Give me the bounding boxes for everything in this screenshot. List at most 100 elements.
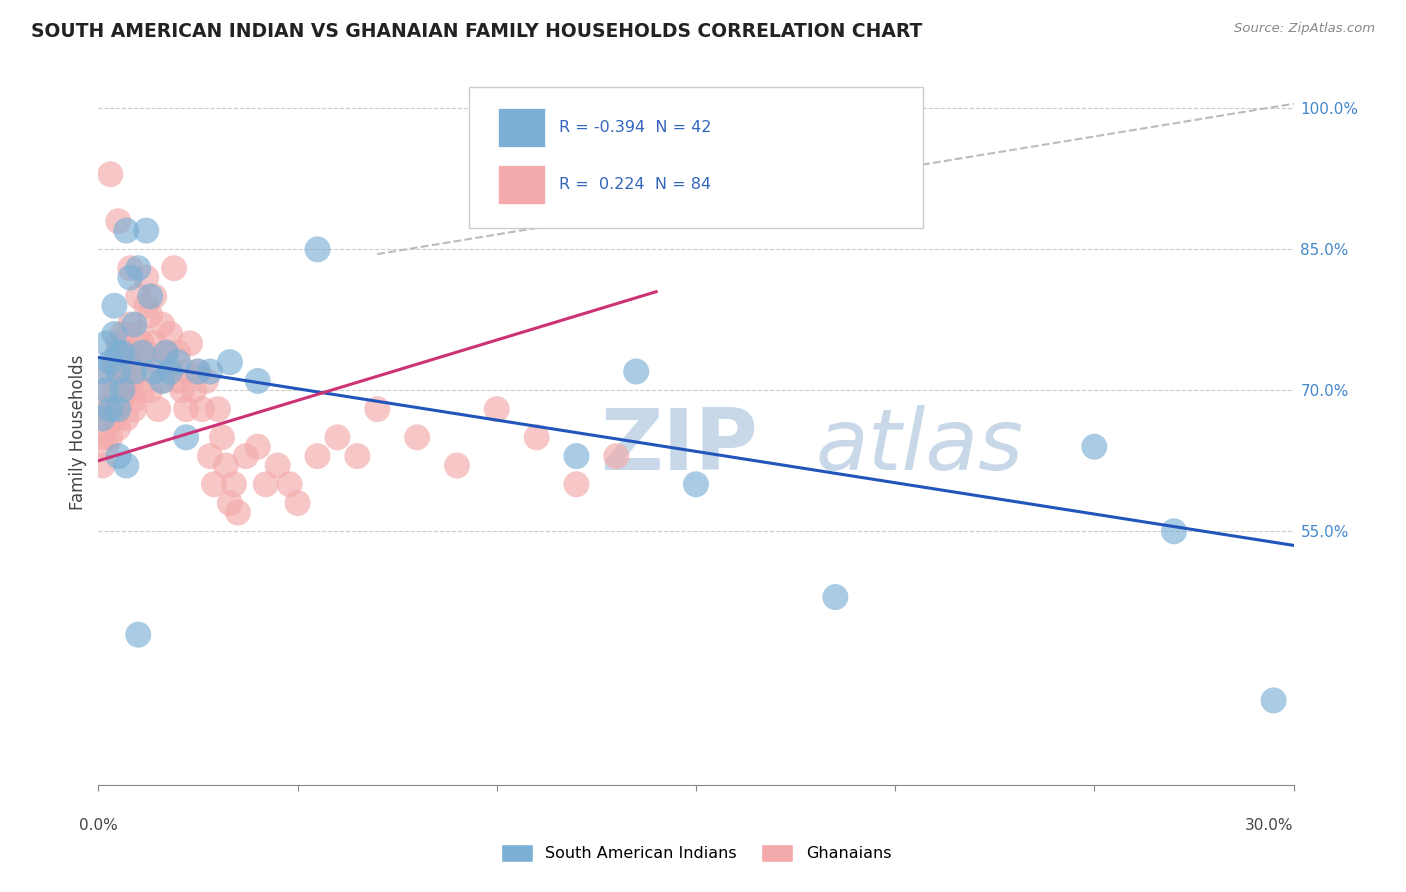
- Point: [107, 374, 129, 388]
- Point: [96, 384, 118, 398]
- Point: [179, 336, 201, 351]
- Point: [98, 355, 122, 369]
- Point: [107, 336, 129, 351]
- Point: [167, 345, 190, 359]
- Point: [219, 355, 242, 369]
- Point: [172, 384, 194, 398]
- Point: [115, 411, 138, 425]
- Point: [139, 308, 162, 322]
- FancyBboxPatch shape: [498, 165, 546, 203]
- Point: [124, 402, 146, 417]
- Point: [107, 345, 129, 359]
- Point: [103, 384, 125, 398]
- Point: [235, 449, 257, 463]
- Point: [131, 384, 153, 398]
- Point: [565, 449, 588, 463]
- Point: [131, 336, 153, 351]
- Point: [120, 261, 142, 276]
- Point: [143, 336, 166, 351]
- Point: [254, 477, 277, 491]
- Text: Source: ZipAtlas.com: Source: ZipAtlas.com: [1234, 22, 1375, 36]
- Point: [187, 365, 209, 379]
- Point: [159, 326, 181, 341]
- Point: [103, 355, 125, 369]
- Point: [91, 365, 114, 379]
- Point: [98, 402, 122, 417]
- Point: [155, 345, 177, 359]
- Point: [150, 318, 173, 332]
- Point: [135, 224, 157, 238]
- Point: [127, 261, 149, 276]
- Point: [96, 440, 118, 454]
- Point: [127, 326, 149, 341]
- Point: [159, 365, 181, 379]
- Point: [120, 270, 142, 285]
- Point: [198, 449, 221, 463]
- Point: [124, 365, 146, 379]
- Point: [191, 402, 214, 417]
- Point: [111, 392, 134, 407]
- Point: [226, 506, 249, 520]
- Point: [1263, 693, 1285, 707]
- Point: [174, 402, 197, 417]
- Point: [103, 299, 125, 313]
- Point: [115, 458, 138, 473]
- Point: [195, 374, 218, 388]
- Point: [565, 477, 588, 491]
- Point: [127, 289, 149, 303]
- Point: [115, 224, 138, 238]
- Point: [307, 243, 329, 257]
- Point: [103, 411, 125, 425]
- Point: [120, 318, 142, 332]
- Point: [107, 214, 129, 228]
- Point: [824, 590, 846, 604]
- Point: [91, 458, 114, 473]
- Point: [131, 345, 153, 359]
- Point: [139, 384, 162, 398]
- Point: [139, 289, 162, 303]
- Point: [127, 627, 149, 641]
- Point: [215, 458, 238, 473]
- Point: [155, 345, 177, 359]
- Point: [107, 421, 129, 435]
- Point: [135, 345, 157, 359]
- Point: [187, 365, 209, 379]
- Point: [406, 430, 429, 444]
- Point: [143, 289, 166, 303]
- FancyBboxPatch shape: [498, 109, 546, 147]
- Point: [124, 392, 146, 407]
- Point: [207, 402, 229, 417]
- FancyBboxPatch shape: [470, 87, 922, 228]
- Point: [159, 365, 181, 379]
- Point: [278, 477, 301, 491]
- Point: [366, 402, 388, 417]
- Point: [685, 477, 707, 491]
- Point: [135, 299, 157, 313]
- Point: [103, 326, 125, 341]
- Point: [526, 430, 548, 444]
- Point: [111, 326, 134, 341]
- Point: [107, 402, 129, 417]
- Point: [198, 365, 221, 379]
- Point: [219, 496, 242, 510]
- Point: [167, 355, 190, 369]
- Point: [307, 449, 329, 463]
- Point: [91, 430, 114, 444]
- Point: [150, 374, 173, 388]
- Point: [115, 355, 138, 369]
- Point: [183, 384, 205, 398]
- Point: [148, 355, 170, 369]
- Point: [174, 365, 197, 379]
- Text: atlas: atlas: [815, 405, 1024, 488]
- Point: [135, 270, 157, 285]
- Point: [98, 167, 122, 181]
- Point: [148, 402, 170, 417]
- Point: [267, 458, 290, 473]
- Point: [150, 374, 173, 388]
- Point: [1163, 524, 1185, 539]
- Point: [1083, 440, 1105, 454]
- Point: [107, 365, 129, 379]
- Point: [107, 449, 129, 463]
- Legend: South American Indians, Ghanaians: South American Indians, Ghanaians: [495, 838, 897, 869]
- Text: ZIP: ZIP: [600, 405, 758, 488]
